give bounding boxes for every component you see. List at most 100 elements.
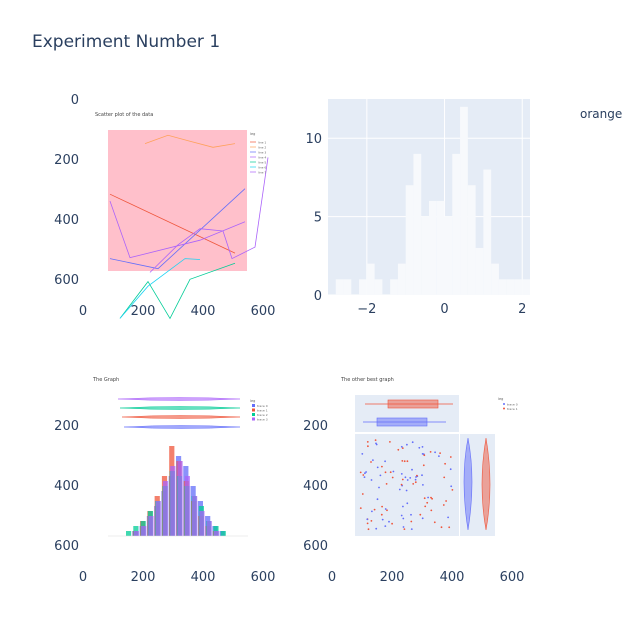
- bottom-right-scatter-point: [364, 472, 366, 475]
- top-left-legend-entry-0: line 1: [258, 141, 266, 145]
- bottom-right-scatter-point: [400, 473, 403, 475]
- bottom-right-scatter-point: [439, 452, 441, 454]
- bottom-right-scatter-point: [384, 525, 387, 527]
- bottom-right-scatter-point: [370, 520, 373, 522]
- top-left-line-1: [144, 134, 236, 148]
- bottom-right-scatter-point: [386, 509, 388, 512]
- bottom-right-scatter-point: [397, 448, 400, 451]
- histogram-bar-9: [405, 185, 414, 295]
- bottom-left-hist-bar-3-7: [177, 461, 183, 536]
- top-left-legend-entry-6: line 7: [258, 171, 266, 175]
- bottom-right-scatter-point: [421, 474, 423, 477]
- bottom-right-scatter-point: [381, 465, 383, 468]
- bottom-right-scatter-point: [366, 522, 369, 525]
- bottom-left-hist-bar-3-2: [141, 526, 147, 536]
- bottom-right-scatter-point: [403, 528, 406, 530]
- bottom-right-scatter-point: [404, 476, 407, 479]
- bottom-right-scatter-point: [389, 441, 391, 443]
- bottom-right-xtick: 200: [380, 570, 405, 585]
- bottom-right-scatter-point: [440, 526, 443, 529]
- bottom-right-scatter-point: [362, 474, 365, 476]
- bottom-right-scatter-point: [438, 455, 440, 457]
- bottom-left-image: [108, 395, 255, 537]
- bottom-left-legend-swatch-3: [252, 417, 255, 421]
- bottom-left-legend-entry-2: trace 2: [257, 413, 268, 417]
- bottom-left-hist-bar-3-8: [184, 476, 190, 536]
- bottom-left-hist-bar-3-4: [155, 501, 161, 536]
- bottom-right-scatter-point: [422, 464, 425, 467]
- bottom-right-scatter-point: [370, 479, 373, 481]
- bottom-right-scatter-point: [416, 474, 418, 477]
- histogram-bar-3: [359, 279, 367, 295]
- bottom-left-violin-0: [117, 397, 241, 401]
- histogram-bar-19: [483, 169, 492, 295]
- bottom-right-scatter-point: [400, 445, 403, 448]
- bottom-right-scatter-point: [410, 520, 413, 523]
- bottom-right-scatter-area: [355, 434, 459, 536]
- bottom-right-scatter-point: [449, 456, 452, 458]
- bottom-left-violin-area: [108, 395, 248, 435]
- bottom-right-scatter-point: [426, 501, 429, 504]
- histogram-bar-14: [444, 216, 453, 295]
- top-right-xtick: −2: [357, 302, 376, 317]
- bottom-right-scatter-point: [384, 460, 386, 463]
- top-right-xtick: 2: [518, 302, 526, 317]
- bottom-right-ytick: 600: [303, 539, 328, 554]
- top-left-legend-entry-4: line 5: [258, 161, 266, 165]
- bottom-right-scatter-point: [389, 471, 392, 474]
- bottom-right-scatter-point: [448, 526, 451, 529]
- bottom-right-scatter-point: [367, 528, 370, 531]
- bottom-right-ytick: 400: [303, 479, 328, 494]
- bottom-right-scatter-point: [401, 478, 404, 481]
- top-left-embedded-title: Scatter plot of the data: [95, 112, 153, 118]
- top-left-ytick: 400: [54, 213, 79, 228]
- bottom-left-hist-bar-3-11: [206, 521, 212, 536]
- bottom-right-scatter-point: [430, 509, 433, 512]
- bottom-right-scatter-point: [421, 446, 424, 448]
- bottom-right-scatter-point: [410, 528, 413, 530]
- figure-title: Experiment Number 1: [32, 32, 221, 52]
- bottom-left-hist-bar-3-6: [170, 466, 176, 536]
- bottom-right-scatter-point: [443, 476, 446, 479]
- top-left-line-4: [119, 262, 236, 320]
- bottom-right-scatter-point: [450, 485, 453, 488]
- top-left-xtick: 0: [79, 304, 87, 319]
- bottom-right-scatter-point: [374, 439, 377, 441]
- bottom-left-legend-swatch-2: [252, 413, 255, 416]
- bottom-right-legend-title: leg: [498, 397, 503, 401]
- bottom-right-scatter-point: [400, 514, 403, 517]
- bottom-right-scatter-point: [412, 483, 415, 485]
- bottom-right-scatter-point: [367, 445, 369, 448]
- bottom-right-scatter-point: [421, 517, 424, 520]
- bottom-right-scatter-point: [411, 441, 414, 444]
- bottom-left-legend-entry-0: trace 0: [257, 404, 268, 408]
- bottom-right-scatter-point: [421, 453, 424, 455]
- bottom-right-box-0: [376, 417, 428, 427]
- bottom-left-legend-swatch-0: [252, 404, 255, 407]
- histogram-bar-23: [514, 279, 523, 295]
- bottom-right-legend-swatch-1: [503, 407, 505, 410]
- bottom-right-legend-entry-0: trace 0: [507, 403, 518, 407]
- bottom-right-scatter-point: [379, 474, 382, 477]
- bottom-right-scatter-point: [361, 453, 364, 455]
- bottom-right-scatter-point: [371, 510, 373, 513]
- bottom-right-scatter-point: [429, 451, 432, 453]
- top-right-xtick: 0: [440, 302, 448, 317]
- bottom-right-scatter-point: [378, 486, 380, 489]
- top-left-xtick: 400: [191, 304, 216, 319]
- bottom-right-scatter-point: [403, 460, 406, 463]
- bottom-right-box-1: [387, 399, 439, 409]
- bottom-right-scatter-point: [391, 522, 393, 525]
- bottom-right-scatter-point: [406, 502, 409, 505]
- histogram-bar-20: [491, 263, 499, 295]
- histogram-bar-24: [522, 279, 530, 295]
- bottom-right-scatter-point: [433, 521, 436, 524]
- bottom-right-scatter-point: [410, 513, 412, 516]
- top-left-legend-entry-3: line 4: [258, 156, 266, 160]
- bottom-right-embedded-title: The other best graph: [340, 377, 394, 383]
- histogram-bar-5: [374, 279, 383, 295]
- bottom-right-scatter-point: [365, 471, 367, 473]
- bottom-left-ytick: 600: [54, 539, 79, 554]
- bottom-right-scatter-point: [359, 507, 362, 509]
- bottom-left-legend-entry-1: trace 1: [257, 409, 268, 413]
